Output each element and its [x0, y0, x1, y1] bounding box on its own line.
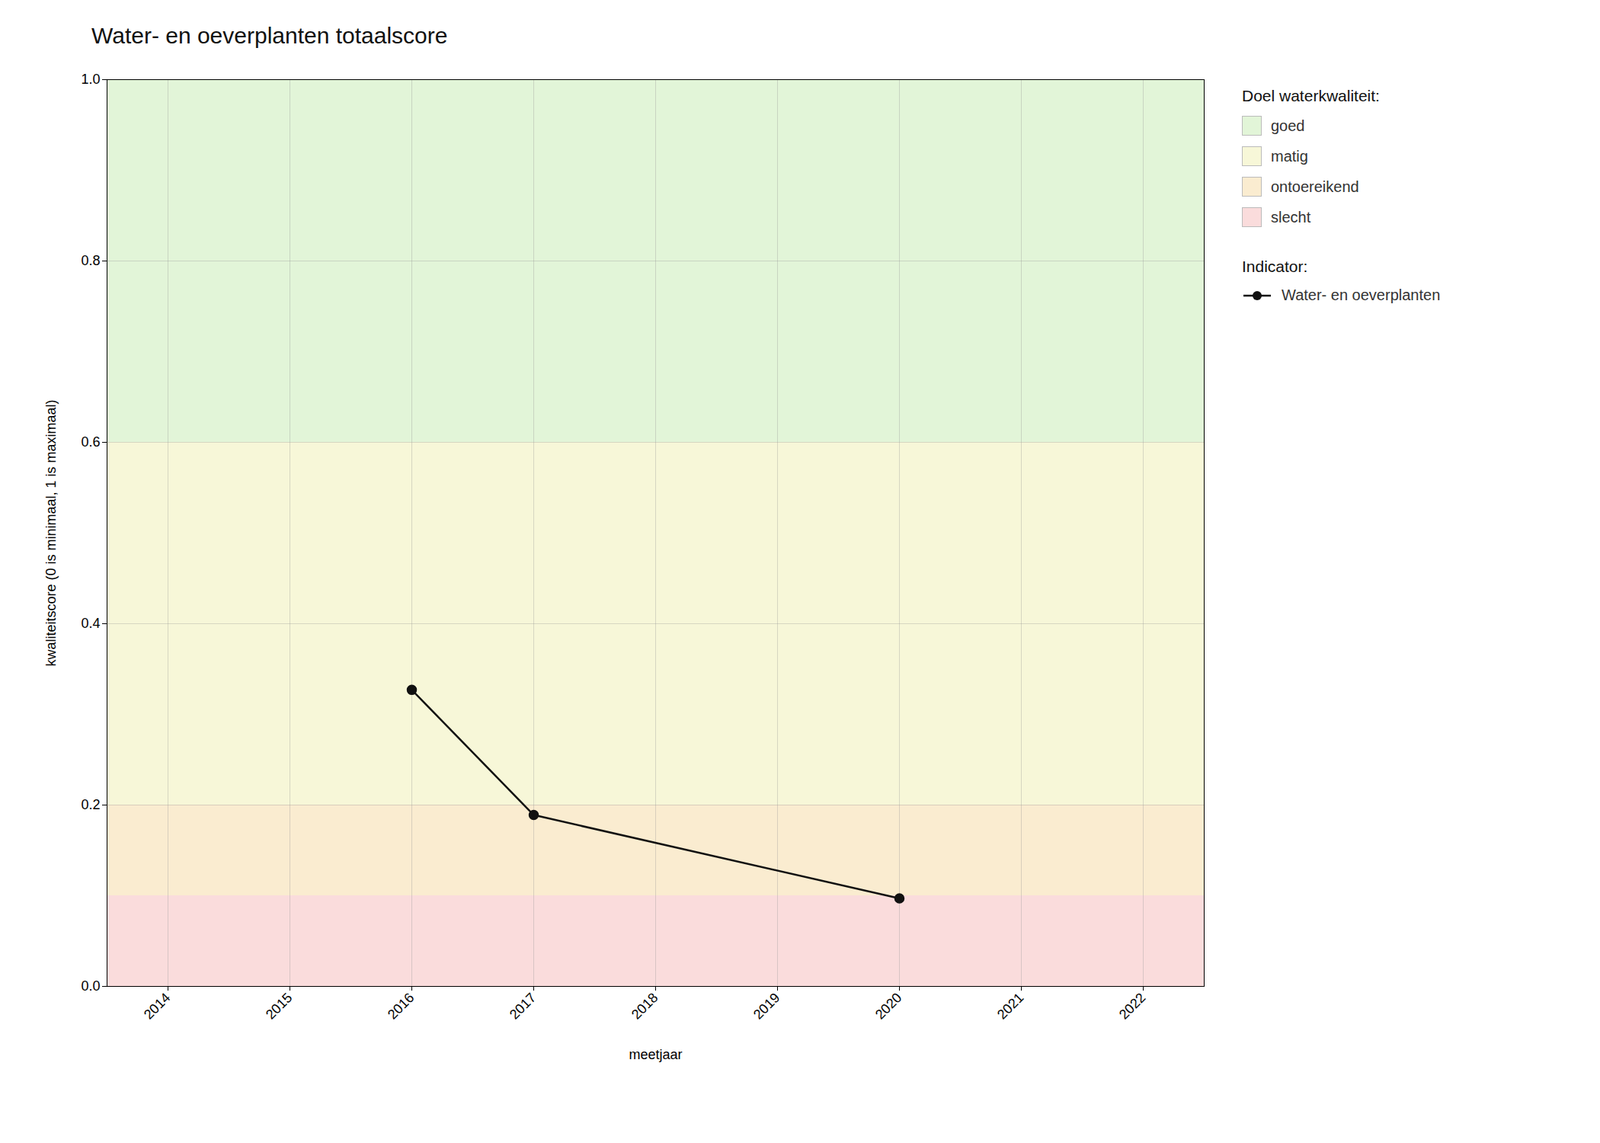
html-text:Doel waterkwaliteit:: Doel waterkwaliteit: — [1241, 86, 1380, 105]
svg-text:0.8: 0.8 — [80, 252, 100, 269]
html-text:Indicator:: Indicator: — [1241, 257, 1308, 276]
html-text:goed: goed — [1270, 116, 1305, 134]
html-text:Water- en oeverplanten: Water- en oeverplanten — [1281, 286, 1441, 304]
svg-text:meetjaar: meetjaar — [628, 1046, 682, 1063]
svg-text:2022: 2022 — [1116, 989, 1149, 1022]
html-text:ontoereikend: ontoereikend — [1270, 177, 1360, 195]
svg-text:2021: 2021 — [994, 989, 1027, 1022]
svg-text:0.0: 0.0 — [80, 978, 100, 994]
html-text:slecht: slecht — [1270, 208, 1311, 226]
svg-text:2016: 2016 — [384, 989, 417, 1022]
svg-text:2019: 2019 — [750, 989, 783, 1022]
svg-text:2018: 2018 — [628, 989, 661, 1022]
svg-text:2020: 2020 — [872, 989, 905, 1022]
svg-text:2017: 2017 — [506, 989, 539, 1022]
svg-text:0.2: 0.2 — [80, 796, 100, 813]
html-text:matig: matig — [1270, 147, 1309, 165]
svg-text:1.0: 1.0 — [80, 71, 100, 87]
html-text:Water- en oeverplanten totaals: Water- en oeverplanten totaalscore — [91, 22, 448, 48]
svg-text:2015: 2015 — [262, 989, 295, 1022]
svg-text:kwaliteitscore (0 is minimaal,: kwaliteitscore (0 is minimaal, 1 is maxi… — [43, 399, 59, 666]
svg-text:0.4: 0.4 — [80, 615, 100, 631]
svg-text:0.6: 0.6 — [80, 434, 100, 450]
svg-text:2014: 2014 — [140, 989, 173, 1022]
